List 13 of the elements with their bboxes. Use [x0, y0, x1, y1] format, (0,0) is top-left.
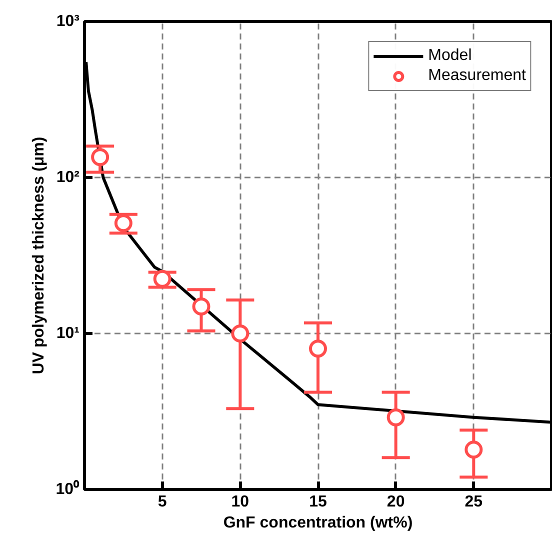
- x-tick-label: 20: [386, 494, 405, 510]
- legend-label: Measurement: [428, 66, 526, 86]
- legend-label: Model: [428, 46, 472, 66]
- y-axis-title: UV polymerized thickness (μm): [30, 136, 48, 374]
- y-tick-label: 10¹: [56, 325, 80, 342]
- x-axis-title: GnF concentration (wt%): [223, 514, 413, 532]
- x-tick-label: 5: [158, 494, 167, 510]
- y-tick-label: 10²: [56, 169, 80, 186]
- x-tick-label: 15: [309, 494, 327, 510]
- y-tick-label: 10⁰: [56, 480, 80, 498]
- y-tick-label: 10³: [56, 13, 80, 30]
- x-tick-label: 10: [231, 494, 250, 510]
- x-tick-label: 25: [464, 494, 483, 510]
